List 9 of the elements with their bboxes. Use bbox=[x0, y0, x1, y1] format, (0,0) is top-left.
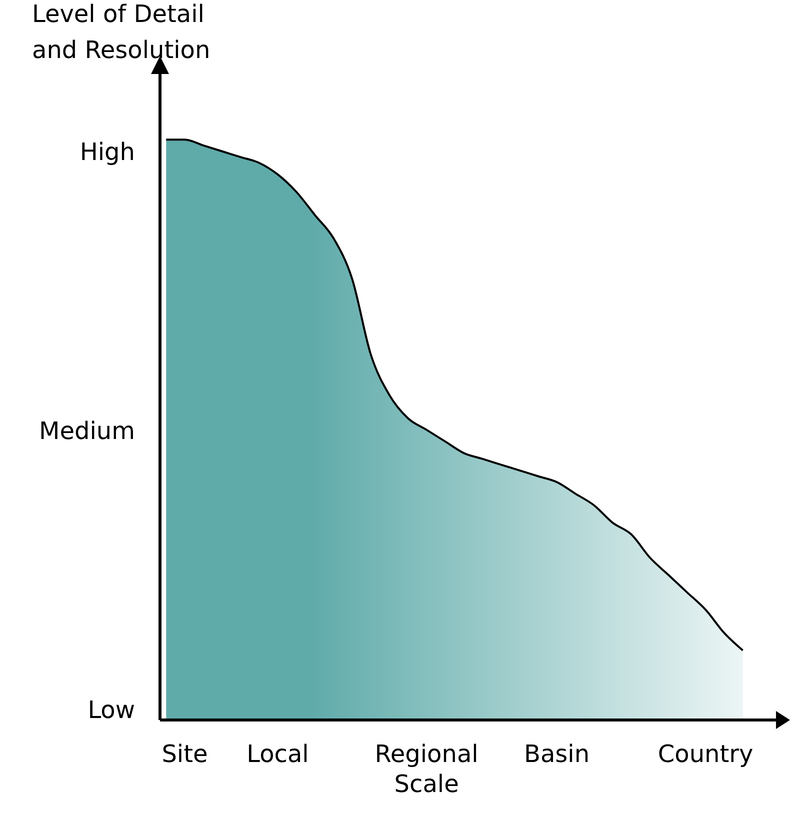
x-tick-label: Regional Scale bbox=[374, 740, 478, 798]
text: High bbox=[80, 138, 135, 166]
text: Medium bbox=[39, 417, 135, 445]
x-tick-label: Country bbox=[658, 740, 754, 768]
x-tick-label: Site bbox=[162, 740, 208, 768]
y-axis-title: Level of Detail and Resolution bbox=[32, 0, 210, 64]
x-tick-label: Basin bbox=[524, 740, 590, 768]
text: Low bbox=[88, 696, 135, 724]
x-tick-label: Local bbox=[246, 740, 309, 768]
